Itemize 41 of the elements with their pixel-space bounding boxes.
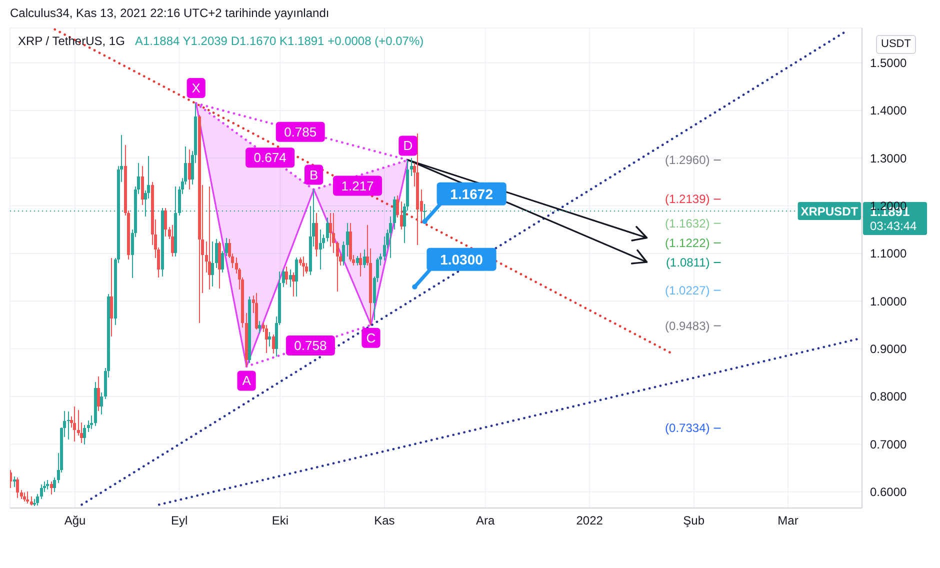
annotation: A [242,373,252,388]
text: 03:43:44 [870,218,918,233]
x-tick-label: Şub [683,514,705,528]
ref-line-label: (1.2139) [665,192,710,206]
y-tick-label: 1.5000 [870,56,908,70]
x-tick-label: Mar [778,514,798,528]
x-tick-label: Kas [374,514,395,528]
x-tick-label: 2022 [576,514,604,528]
x-tick-label: Ağu [64,514,86,528]
annotation: B [309,167,318,182]
annotation: D [403,138,413,154]
annotation: C [366,330,376,346]
annotation: X [192,80,201,96]
annotation: 0.674 [254,150,286,166]
annotation: 0.785 [284,124,317,140]
y-tick-label: 0.9000 [870,342,908,356]
y-tick-label: 0.6000 [870,485,908,500]
ref-line-label: (1.2960) [665,153,710,168]
ref-line-label: (1.1632) [665,216,710,230]
data-label: 1.0300 [440,251,484,268]
x-tick-label: Ara [476,514,495,528]
y-tick-label: 1.3000 [870,151,908,166]
ref-line-label: (1.0227) [665,283,710,298]
annotation: 0.758 [294,338,327,353]
x-tick-label: Eki [272,514,289,528]
text: XRP / TetherUS, 1G [18,34,125,48]
y-axis-title: USDT [876,35,916,54]
text: A1.1884 Y1.2039 D1.1670 K1.1891 +0.0008 (+0.07%) [134,34,424,48]
y-tick-label: 0.8000 [870,390,908,404]
ref-line-label: (1.1222) [665,236,710,250]
y-tick-label: 1.4000 [870,104,908,118]
text: Calculus34, Kas 13, 2021 22:16 UTC+2 tarihinde yayınlandı [10,6,330,20]
y-tick-label: 1.0000 [870,294,908,308]
x-tick-label: Eyl [170,514,188,528]
annotation: 1.217 [341,178,374,194]
ref-line-label: (0.7334) [665,421,710,436]
ref-line-label: XRPUSDT [800,204,859,218]
ref-line-label: (1.0811) [666,255,710,270]
y-tick-label: 1.1000 [870,246,908,261]
ref-line-label: (0.9483) [665,318,710,333]
y-tick-label: 0.7000 [870,437,908,452]
